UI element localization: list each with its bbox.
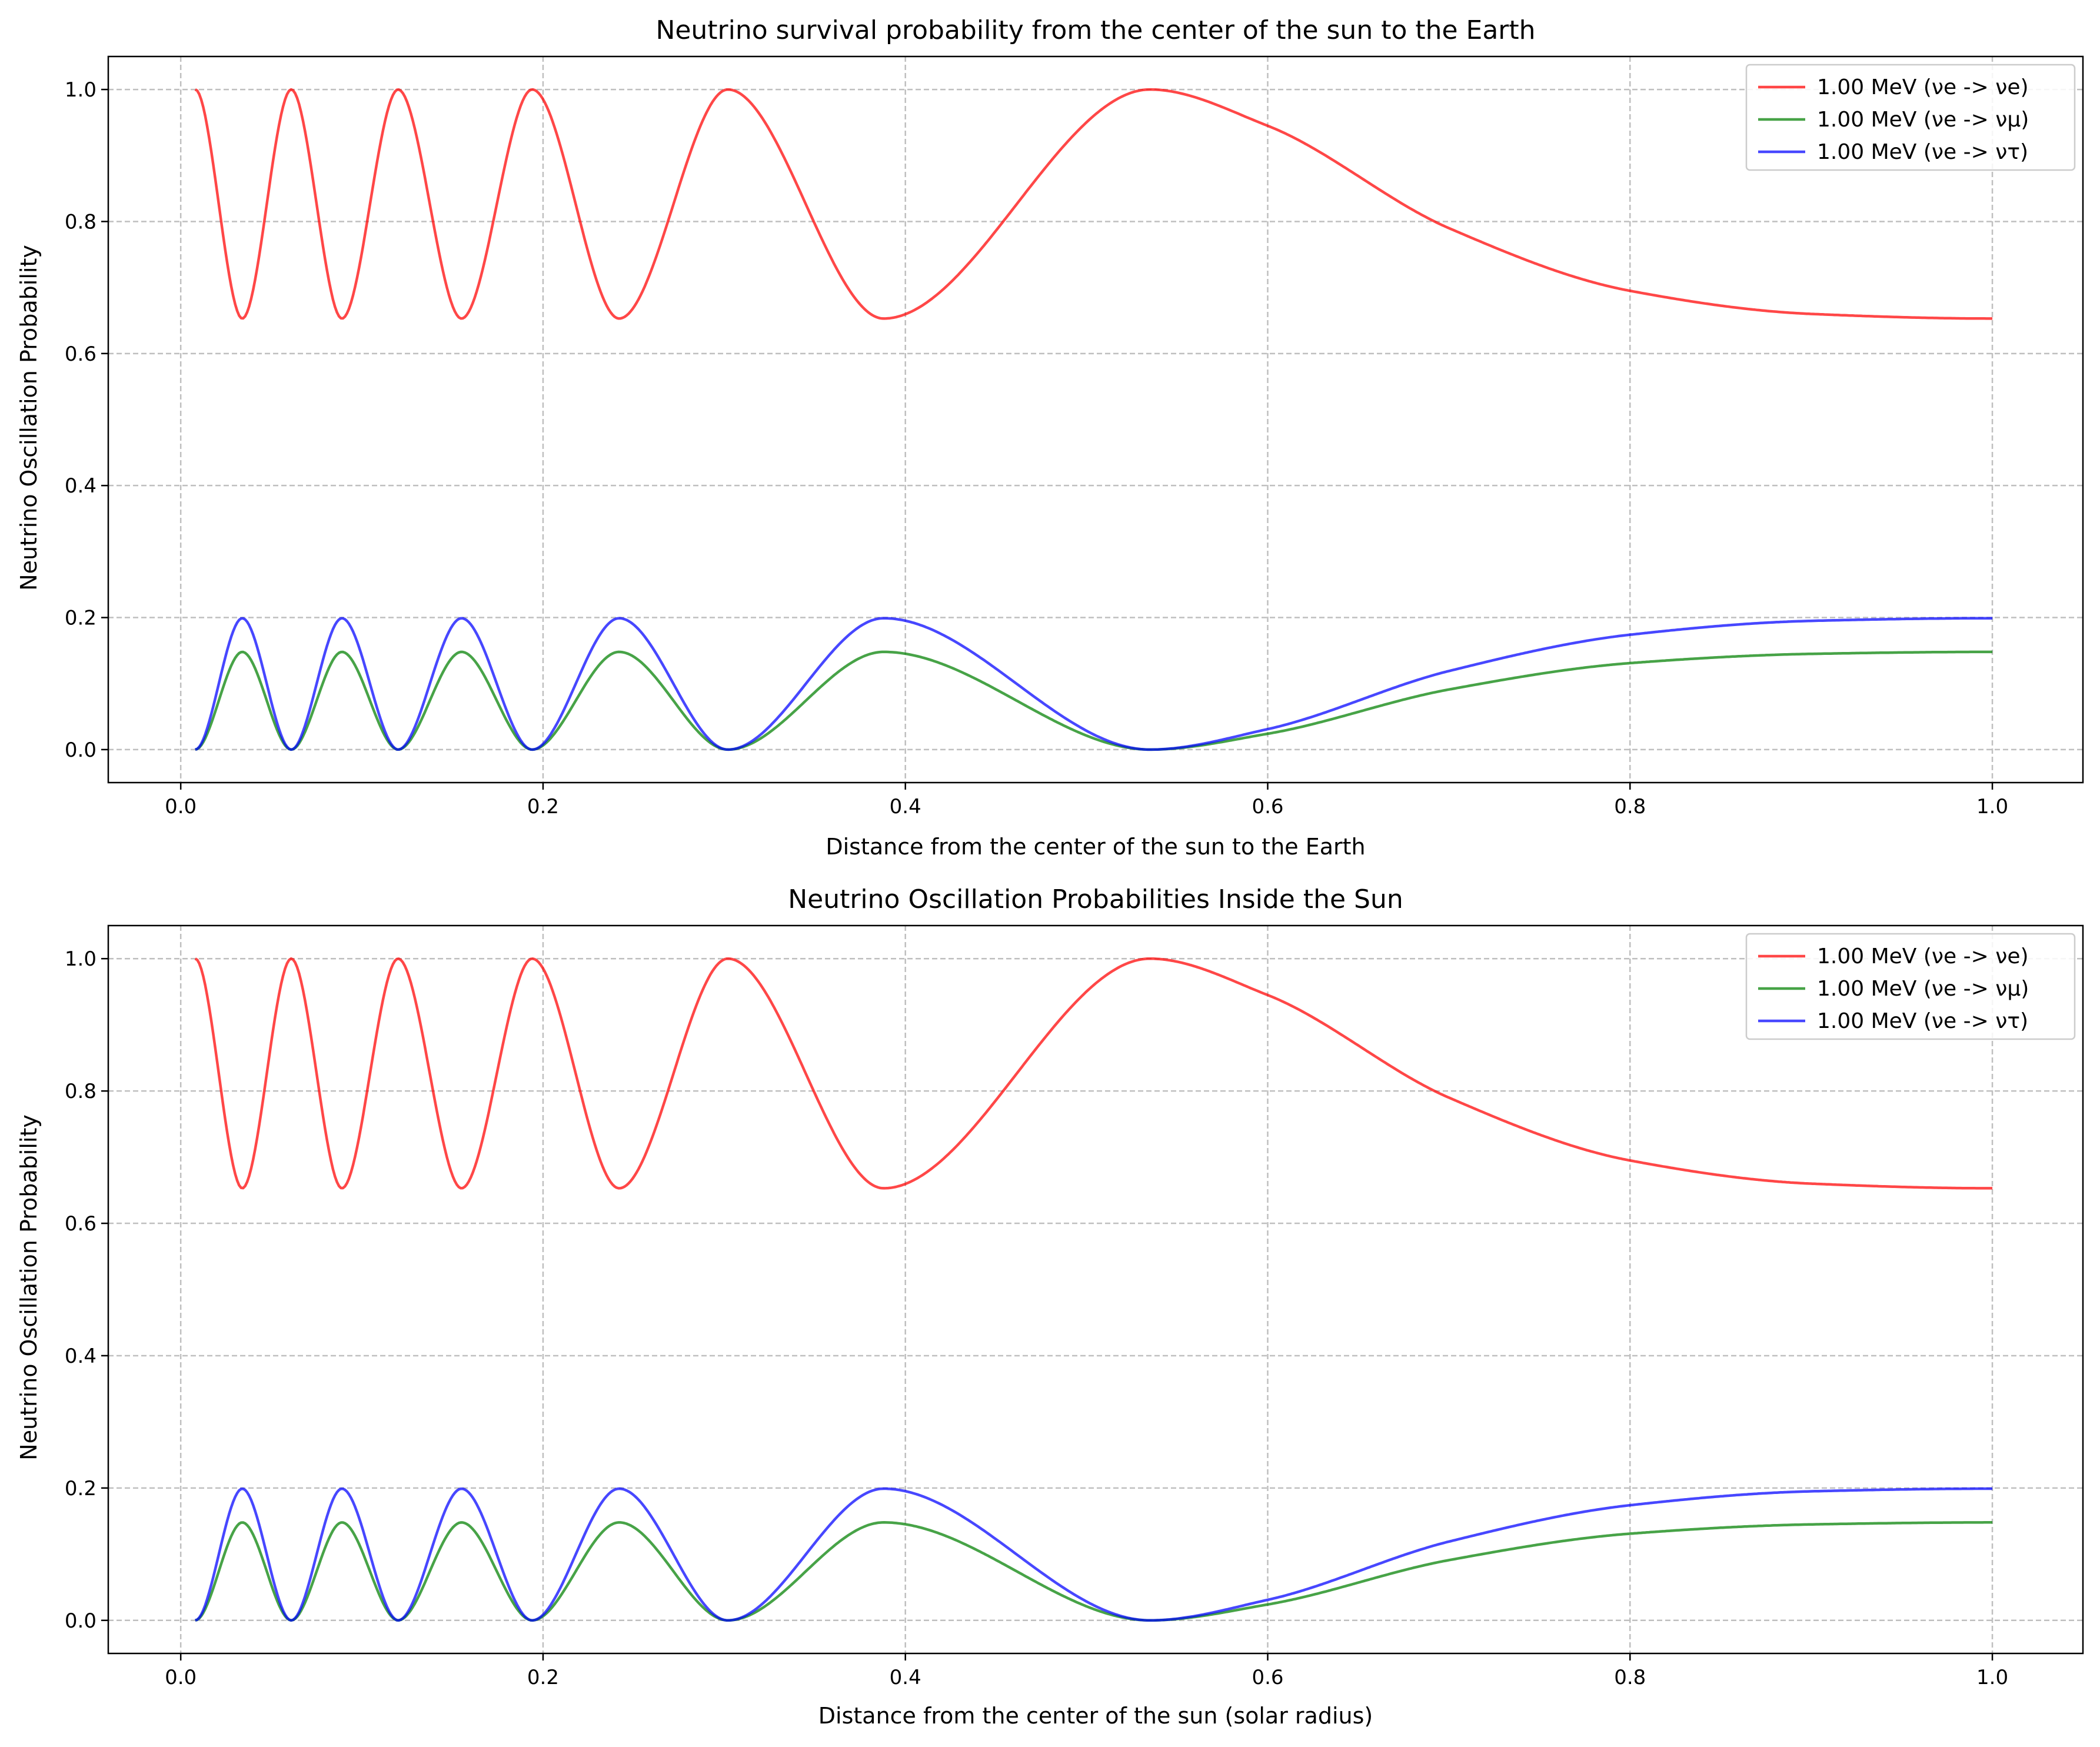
- y-tick-label: 0.0: [65, 1609, 96, 1633]
- legend-entry: 1.00 MeV (νe -> νe): [1817, 944, 2029, 969]
- y-tick-label: 0.8: [65, 210, 96, 234]
- x-tick-label: 0.0: [165, 1666, 197, 1689]
- legend-box: [1745, 64, 2076, 171]
- series-line-2: [195, 1487, 1993, 1622]
- legend-entry: 1.00 MeV (νe -> ντ): [1817, 140, 2028, 164]
- y-tick-label: 1.0: [65, 78, 96, 102]
- x-tick-label: 0.4: [890, 795, 921, 818]
- series-lines: [194, 88, 1993, 751]
- series-line-1: [195, 650, 1993, 751]
- y-tick-label: 1.0: [65, 947, 96, 971]
- series-line-0: [194, 957, 1993, 1190]
- legend: 1.00 MeV (νe -> νe) 1.00 MeV (νe -> νμ) 1.…: [1745, 933, 2076, 1040]
- y-tick-label: 0.6: [65, 1212, 96, 1236]
- x-tick-label: 0.6: [1252, 1666, 1283, 1689]
- x-axis-label: Distance from the center of the sun (sol…: [818, 1703, 1373, 1729]
- x-tick-label: 0.8: [1614, 1666, 1646, 1689]
- series-line-2: [195, 617, 1993, 751]
- legend-box: [1745, 933, 2076, 1040]
- axis-ticks: 0.0 0.2 0.4 0.6 0.8 1.0 0.0 0.2 0.4 0.6 0.8 1.0: [65, 78, 2008, 818]
- legend-entry: 1.00 MeV (νe -> νμ): [1817, 977, 2029, 1001]
- y-tick-label: 0.6: [65, 342, 96, 366]
- y-tick-label: 0.8: [65, 1080, 96, 1103]
- y-axis-label: Neutrino Oscillation Probability: [16, 245, 42, 591]
- legend-entry: 1.00 MeV (νe -> νe): [1817, 75, 2029, 99]
- x-tick-label: 0.8: [1614, 795, 1646, 818]
- chart-bottom-panel: Neutrino Oscillation Probabilities Insid…: [16, 884, 2084, 1729]
- series-lines: [194, 957, 1993, 1622]
- x-axis-label: Distance from the center of the sun to t…: [826, 834, 1365, 860]
- chart-title: Neutrino Oscillation Probabilities Insid…: [788, 884, 1403, 914]
- series-line-1: [195, 1521, 1993, 1622]
- axis-ticks: 0.0 0.2 0.4 0.6 0.8 1.0 0.0 0.2 0.4 0.6 0.8 1.0: [65, 947, 2008, 1689]
- x-tick-label: 0.2: [527, 1666, 559, 1689]
- x-tick-label: 0.4: [890, 1666, 921, 1689]
- chart-title: Neutrino survival probability from the c…: [655, 15, 1535, 45]
- legend-entry: 1.00 MeV (νe -> νμ): [1817, 108, 2029, 132]
- x-tick-label: 1.0: [1976, 1666, 2008, 1689]
- x-tick-label: 0.2: [527, 795, 559, 818]
- x-tick-label: 0.0: [165, 795, 197, 818]
- grid: [108, 56, 2083, 783]
- grid: [108, 926, 2083, 1653]
- legend: 1.00 MeV (νe -> νe) 1.00 MeV (νe -> νμ) 1.…: [1745, 64, 2076, 171]
- legend-entry: 1.00 MeV (νe -> ντ): [1817, 1009, 2028, 1033]
- y-tick-label: 0.2: [65, 607, 96, 630]
- chart-top-panel: Neutrino survival probability from the c…: [16, 15, 2084, 860]
- y-tick-label: 0.2: [65, 1477, 96, 1500]
- y-axis-label: Neutrino Oscillation Probability: [16, 1114, 42, 1460]
- y-tick-label: 0.0: [65, 738, 96, 762]
- y-tick-label: 0.4: [65, 474, 96, 498]
- x-tick-label: 1.0: [1976, 795, 2008, 818]
- series-line-0: [194, 88, 1993, 320]
- x-tick-label: 0.6: [1252, 795, 1283, 818]
- y-tick-label: 0.4: [65, 1345, 96, 1368]
- plot-frame: [107, 55, 2084, 784]
- plot-frame: [107, 924, 2084, 1655]
